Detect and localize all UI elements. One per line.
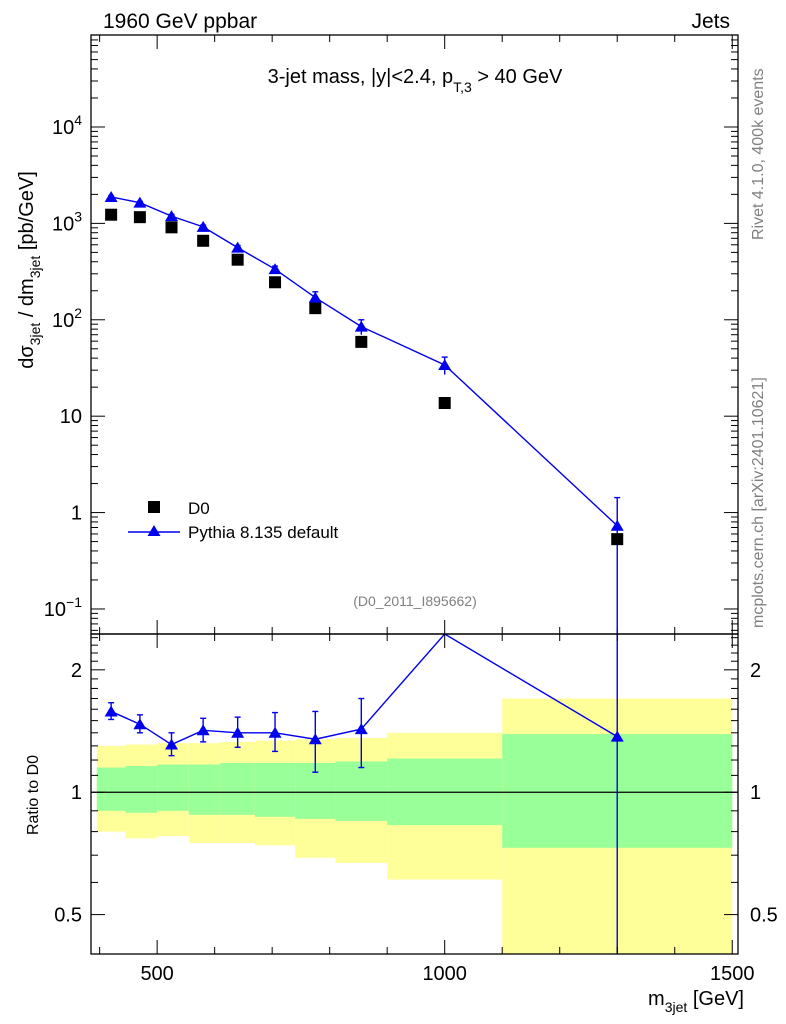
ratio-axis-ticks [91,634,738,955]
main-y-tick-label: 1 [71,503,82,525]
ratio-series-layer [104,634,624,954]
d0-data-point [355,335,368,348]
ratio-data-point [610,730,624,742]
main-y-axis-label: dσ3jet / dm3jet [pb/GeV] [16,171,43,369]
d0-data-point [611,533,624,546]
inner-uncertainty-band [335,761,388,821]
main-axis-ticks [91,34,738,634]
main-y-tick-label: 103 [52,208,82,235]
ratio-series-line [110,634,618,746]
main-y-tick-label: 102 [52,305,82,332]
ratio-data-point [354,723,368,735]
d0-data-point [105,208,118,221]
ratio-data-point [133,718,147,730]
main-y-tick-label: 10−1 [44,594,82,621]
mc-data-point [133,196,147,208]
x-axis-label: m3jet [GeV] [648,988,744,1015]
ratio-y-tick-label-right: 1 [750,782,761,804]
inner-uncertainty-band [125,766,158,813]
inner-uncertainty-band [254,762,296,817]
header-left-label: 1960 GeV ppbar [103,10,257,33]
x-tick-label: 1000 [422,963,467,985]
inner-uncertainty-band [220,762,255,815]
analysis-tag: (D0_2011_I895662) [353,593,477,609]
d0-data-point [133,211,146,224]
ratio-y-tick-label-left: 0.5 [54,905,82,927]
legend-label-d0: D0 [188,499,210,518]
header-right-label: Jets [691,10,730,33]
main-series-layer [104,190,624,634]
mc-data-point [165,210,179,222]
d0-data-point [231,253,244,266]
mc-data-point [354,320,368,332]
mc-data-point [196,220,210,232]
ratio-data-point [268,726,282,738]
ratio-y-tick-label-right: 2 [750,660,761,682]
mc-data-point [268,263,282,275]
mc-data-point [104,190,118,202]
d0-data-point [438,396,451,409]
legend: D0 Pythia 8.135 default [128,499,339,542]
ratio-y-axis-label: Ratio to D0 [25,755,42,835]
mc-data-point [610,519,624,531]
ratio-y-tick-label-left: 1 [71,782,82,804]
x-tick-label: 1500 [710,963,755,985]
ratio-data-point [104,705,118,717]
inner-uncertainty-band [157,764,189,811]
d0-data-point [197,234,210,247]
legend-label-pythia: Pythia 8.135 default [188,523,339,542]
main-y-tick-label: 104 [52,112,82,139]
d0-data-point [309,302,322,315]
ratio-uncertainty-bands [96,698,733,954]
ratio-y-tick-label-left: 2 [71,660,82,682]
ratio-panel: 0.5 0.5 1 1 2 2 500 1000 1500 Ratio to D0 m3jet… [25,633,778,1015]
rivet-label: Rivet 4.1.0, 400k events [750,68,767,240]
d0-data-point [165,221,178,234]
legend-marker-pythia [147,525,161,536]
x-tick-label: 500 [140,963,173,985]
ratio-data-point [308,733,322,745]
ratio-y-tick-labels: 0.5 0.5 1 1 2 2 [54,660,778,927]
mc-data-point [438,358,452,370]
ratio-data-point [231,726,245,738]
ratio-frame [90,633,739,955]
mcplots-label: mcplots.cern.ch [arXiv:2401.10621] [750,377,767,628]
main-y-tick-labels: 10−1 1 10 102 103 104 [44,112,82,621]
inner-uncertainty-band [188,764,221,815]
mc-series-line [110,196,618,527]
legend-marker-d0 [148,501,160,513]
mc-data-point [231,241,245,253]
ratio-y-tick-label-right: 0.5 [750,905,778,927]
main-y-tick-label: 10 [60,406,82,428]
x-tick-labels: 500 1000 1500 [140,963,754,985]
mc-data-point [308,291,322,303]
main-panel: 10−1 1 10 102 103 104 3-jet mass, |y|<2.4, pT… [16,34,739,635]
main-frame [90,34,739,635]
ratio-data-point [196,724,210,736]
inner-uncertainty-band [96,767,126,811]
d0-data-point [269,276,282,289]
plot-title: 3-jet mass, |y|<2.4, pT,3 > 40 GeV [268,66,563,95]
ratio-data-point [165,738,179,750]
